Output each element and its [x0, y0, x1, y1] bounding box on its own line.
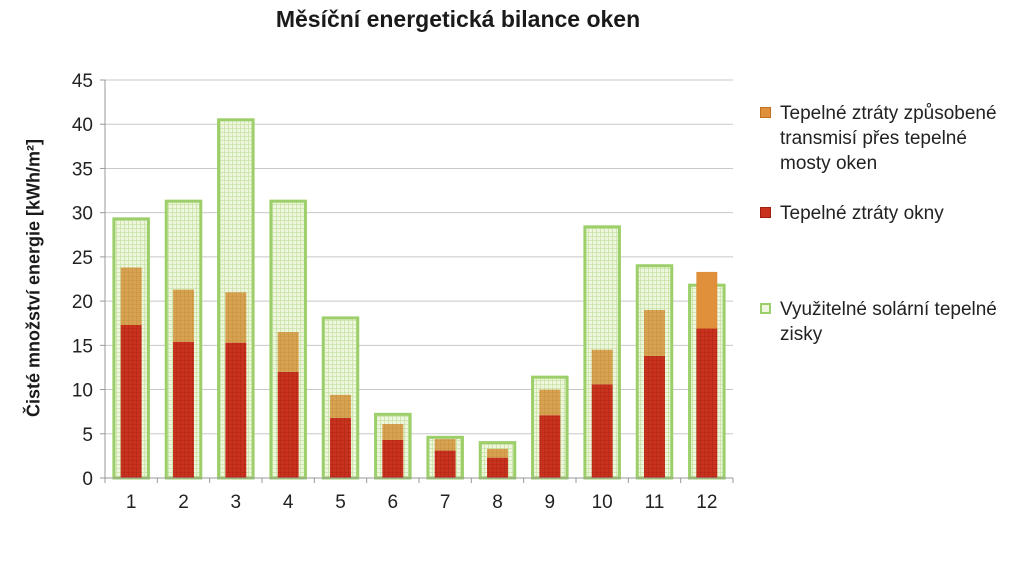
x-tick-label: 10	[592, 492, 613, 513]
bar-bridge-losses	[591, 349, 613, 385]
bar-bridge-losses	[120, 267, 142, 325]
bar-window-losses	[644, 355, 665, 478]
legend-label-bridge-losses: Tepelné ztráty způsobené transmisí přes …	[780, 103, 997, 174]
bar-bridge-losses	[644, 309, 665, 356]
legend-swatch-bridge-losses	[760, 107, 771, 118]
x-tick-label: 8	[492, 492, 503, 513]
bar-bridge-losses	[225, 292, 247, 343]
legend-swatch-solar-gains	[760, 303, 771, 314]
bar-window-losses	[225, 342, 247, 478]
bar-bridge-losses	[277, 332, 299, 372]
x-tick-label: 3	[231, 492, 242, 513]
y-tick-label: 0	[82, 469, 93, 490]
y-tick-label: 25	[72, 248, 93, 269]
bar-window-losses	[487, 457, 508, 478]
bar-window-losses	[434, 450, 456, 478]
x-tick-label: 11	[645, 492, 665, 513]
bars	[112, 118, 726, 480]
x-tick-label: 4	[283, 492, 294, 513]
bar-bridge-losses	[696, 271, 718, 329]
bar-window-losses	[539, 415, 561, 478]
bar-window-losses	[696, 328, 718, 478]
legend-item-bridge-losses: Tepelné ztráty způsobené transmisí přes …	[760, 101, 1020, 176]
bar-bridge-losses	[487, 448, 508, 458]
x-tick-label: 2	[178, 492, 189, 513]
bar-bridge-losses	[434, 439, 456, 451]
y-tick-label: 35	[72, 159, 93, 180]
gridlines	[105, 79, 733, 435]
legend-label-solar-gains: Využitelné solární tepelné zisky	[780, 299, 997, 345]
bar-bridge-losses	[173, 289, 194, 342]
y-tick-label: 45	[72, 71, 93, 92]
bar-bridge-losses	[539, 389, 561, 416]
bar-bridge-losses	[330, 394, 351, 418]
x-tick-label: 6	[388, 492, 399, 513]
legend-item-solar-gains: Využitelné solární tepelné zisky	[760, 297, 1020, 347]
legend-item-window-losses: Tepelné ztráty okny	[760, 201, 1020, 226]
legend-label-window-losses: Tepelné ztráty okny	[780, 203, 944, 224]
bar-bridge-losses	[382, 424, 404, 440]
bar-window-losses	[277, 371, 299, 478]
legend-swatch-window-losses	[760, 207, 771, 218]
y-tick-label: 10	[72, 381, 93, 402]
x-tick-label: 5	[335, 492, 346, 513]
y-tick-label: 5	[82, 425, 93, 446]
bar-window-losses	[173, 341, 194, 478]
y-tick-label: 15	[72, 336, 93, 357]
y-tick-label: 40	[72, 115, 93, 136]
x-tick-label: 12	[696, 492, 717, 513]
x-tick-label: 1	[126, 492, 137, 513]
bar-window-losses	[591, 384, 613, 478]
y-tick-label: 30	[72, 204, 93, 225]
y-tick-label: 20	[72, 292, 93, 313]
x-tick-label: 9	[545, 492, 556, 513]
x-tick-label: 7	[440, 492, 451, 513]
bar-window-losses	[120, 324, 142, 478]
chart-title: Měsíční energetická bilance oken	[275, 6, 641, 32]
bar-window-losses	[330, 417, 351, 478]
bar-window-losses	[382, 439, 404, 478]
